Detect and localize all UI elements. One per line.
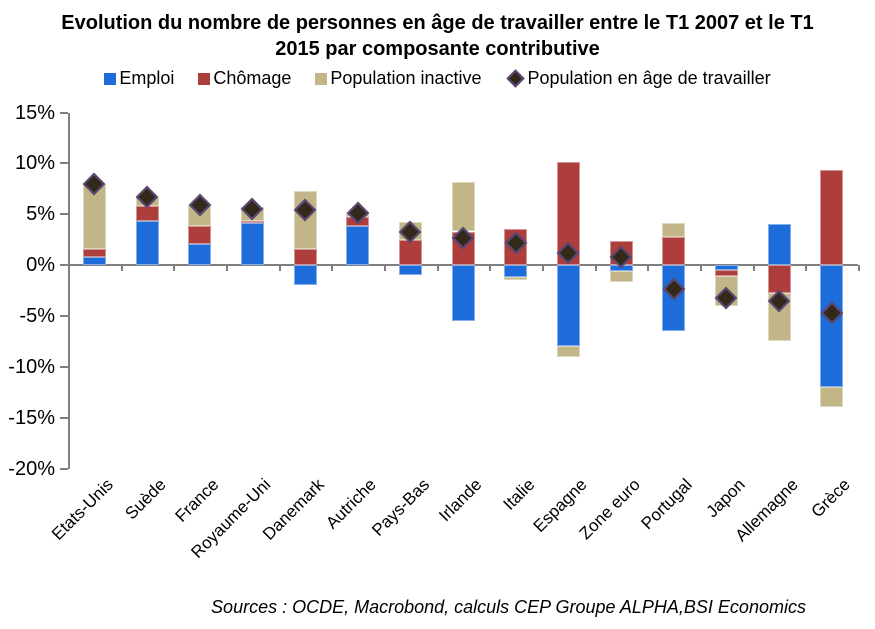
bar-segment-chomage-suede bbox=[135, 206, 159, 222]
y-axis-tick-label: 5% bbox=[26, 203, 55, 226]
x-axis-label-etats-unis: Etats-Unis bbox=[47, 475, 117, 544]
legend-item-chomage: Chômage bbox=[198, 68, 291, 89]
y-axis-line bbox=[68, 112, 70, 469]
legend-marker-diamond-icon bbox=[505, 69, 525, 88]
legend-label-emploi: Emploi bbox=[119, 68, 175, 88]
x-axis-tick bbox=[542, 265, 544, 272]
x-axis-label-japon: Japon bbox=[702, 475, 749, 522]
y-axis-tick-label: -10% bbox=[8, 355, 55, 378]
bar-segment-emploi-autriche bbox=[346, 226, 370, 266]
bar-segment-emploi-france bbox=[188, 243, 212, 266]
bar-segment-chomage-royaume-uni bbox=[240, 221, 264, 224]
legend-marker-chomage-icon bbox=[198, 72, 211, 85]
bar-segment-chomage-espagne bbox=[556, 162, 580, 266]
x-axis-tick bbox=[647, 265, 650, 272]
y-axis-tick bbox=[60, 314, 68, 317]
y-axis-tick-label: -20% bbox=[8, 457, 55, 480]
x-axis-tick bbox=[489, 265, 492, 272]
x-axis-tick bbox=[226, 265, 228, 272]
x-axis-label-italie: Italie bbox=[499, 475, 539, 514]
y-axis-tick bbox=[60, 213, 68, 216]
legend-label-population-age-travailler: Population en âge de travailler bbox=[527, 68, 771, 88]
legend-marker-emploi-icon bbox=[104, 72, 117, 85]
y-axis-tick-label: -15% bbox=[8, 406, 55, 429]
y-axis-tick-label: -5% bbox=[19, 304, 55, 327]
x-axis-tick bbox=[68, 265, 70, 272]
bar-segment-population-inactive-irlande bbox=[451, 181, 475, 232]
bar-segment-chomage-danemark bbox=[293, 248, 317, 266]
x-axis-label-pays-bas: Pays-Bas bbox=[367, 475, 433, 540]
x-axis-label-suede: Suède bbox=[121, 475, 170, 524]
y-axis-tick-label: 15% bbox=[14, 101, 55, 124]
x-axis-label-portugal: Portugal bbox=[637, 475, 697, 534]
x-axis-tick bbox=[120, 265, 123, 272]
bar-segment-chomage-pays-bas bbox=[398, 239, 422, 266]
y-axis-tick bbox=[60, 365, 68, 368]
x-axis-tick bbox=[436, 265, 439, 272]
bar-segment-emploi-italie bbox=[504, 265, 528, 278]
x-axis-tick bbox=[173, 265, 176, 272]
legend-marker-population-inactive-icon bbox=[315, 72, 328, 85]
bar-segment-chomage-portugal bbox=[662, 236, 686, 266]
y-axis-tick bbox=[60, 162, 68, 165]
x-axis-tick bbox=[700, 265, 702, 272]
x-axis-tick bbox=[594, 265, 597, 272]
source-note: Sources : OCDE, Macrobond, calculs CEP G… bbox=[211, 597, 806, 617]
bar-segment-emploi-danemark bbox=[293, 265, 317, 286]
x-axis-label-france: France bbox=[171, 475, 223, 526]
legend-item-emploi: Emploi bbox=[104, 68, 174, 89]
bar-segment-emploi-royaume-uni bbox=[240, 223, 264, 266]
x-axis-tick bbox=[278, 265, 281, 272]
y-axis-tick bbox=[60, 264, 68, 267]
bar-segment-emploi-suede bbox=[135, 221, 159, 266]
bar-segment-population-inactive-etats-unis bbox=[82, 183, 106, 249]
y-axis-tick-label: 10% bbox=[14, 152, 55, 175]
bar-segment-emploi-allemagne bbox=[767, 224, 791, 266]
bar-segment-population-inactive-zone-euro bbox=[609, 271, 633, 283]
bar-segment-emploi-etats-unis bbox=[82, 256, 106, 266]
x-axis-tick bbox=[331, 265, 334, 272]
chart-legend: Emploi Chômage Population inactive Popul… bbox=[0, 68, 875, 89]
bar-segment-population-inactive-italie bbox=[504, 277, 528, 281]
y-axis-tick bbox=[60, 416, 68, 419]
bar-segment-chomage-etats-unis bbox=[82, 248, 106, 257]
bar-segment-emploi-pays-bas bbox=[398, 265, 422, 276]
legend-item-population-inactive: Population inactive bbox=[315, 68, 482, 89]
bar-segment-emploi-grece bbox=[820, 265, 844, 388]
bar-segment-population-inactive-espagne bbox=[556, 346, 580, 357]
bar-segment-chomage-japon bbox=[714, 270, 738, 277]
legend-item-population-age-travailler: Population en âge de travailler bbox=[505, 68, 771, 89]
x-axis-tick bbox=[858, 265, 860, 272]
x-axis-label-grece: Grèce bbox=[807, 475, 855, 522]
bar-segment-population-inactive-portugal bbox=[662, 223, 686, 237]
bar-segment-chomage-grece bbox=[820, 170, 844, 266]
y-axis-tick-label: 0% bbox=[26, 254, 55, 277]
bar-segment-emploi-irlande bbox=[451, 265, 475, 321]
x-axis-label-irlande: Irlande bbox=[435, 475, 486, 526]
x-axis-tick bbox=[805, 265, 808, 272]
y-axis-tick bbox=[60, 111, 68, 114]
x-axis-tick bbox=[752, 265, 755, 272]
legend-label-population-inactive: Population inactive bbox=[330, 68, 482, 88]
legend-label-chomage: Chômage bbox=[213, 68, 292, 88]
bar-segment-emploi-espagne bbox=[556, 265, 580, 347]
bar-segment-population-inactive-grece bbox=[820, 387, 844, 408]
bar-segment-chomage-france bbox=[188, 226, 212, 244]
y-axis-tick bbox=[60, 467, 68, 470]
bar-segment-emploi-japon bbox=[714, 265, 738, 271]
chart-title: Evolution du nombre de personnes en âge … bbox=[61, 12, 814, 60]
x-axis-tick bbox=[384, 265, 386, 272]
bar-segment-chomage-allemagne bbox=[767, 265, 791, 293]
